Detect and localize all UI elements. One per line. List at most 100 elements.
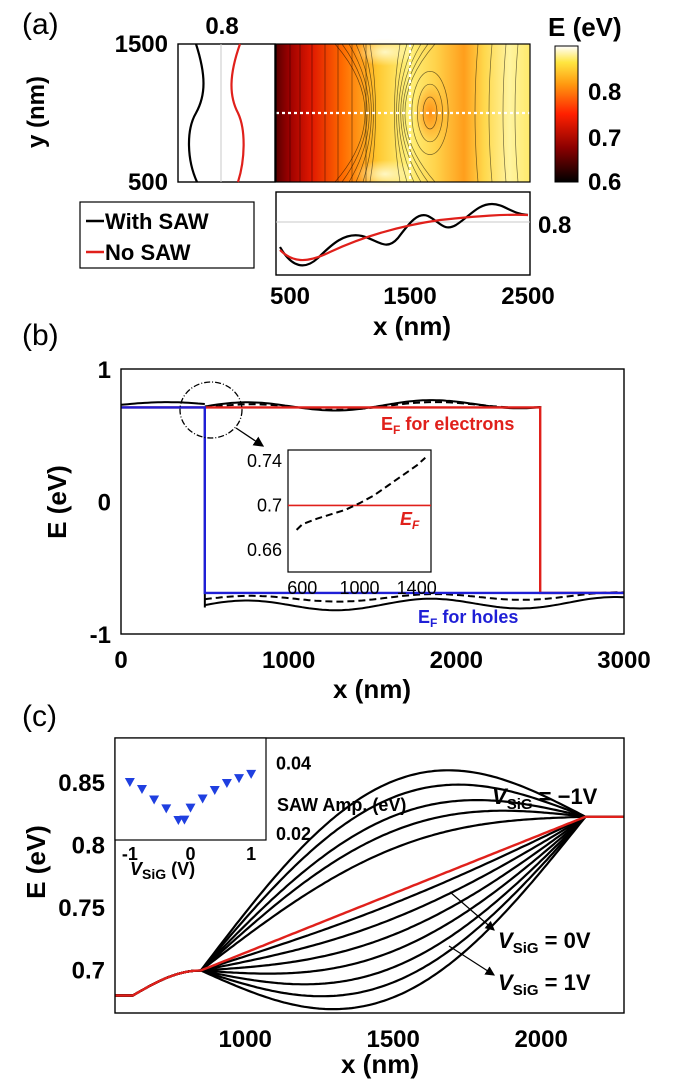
b-ytick: -1	[90, 622, 111, 649]
c-inset-marker	[246, 769, 257, 779]
a-bottom-profile-with-saw	[279, 202, 529, 267]
c-label-vsig-1: VSiG = 1V	[498, 970, 591, 999]
b-zoom-circle	[179, 381, 243, 439]
panel-label-c: (c)	[22, 700, 57, 733]
b-xtick: 2000	[430, 647, 483, 674]
c-arrow-vsig-1	[448, 945, 496, 976]
b-y-tick-labels: 1 0 -1	[90, 357, 111, 649]
a-colorbar	[554, 45, 579, 183]
panel-label-b: (b)	[22, 319, 59, 352]
c-xlabel: x (nm)	[341, 1049, 419, 1079]
b-xtick: 1000	[262, 647, 315, 674]
b-inset-xtick: 1400	[397, 578, 437, 598]
c-inset-marker	[149, 795, 160, 805]
c-inset-xlabel: VSiG (V)	[130, 859, 195, 882]
a-heatmap-hotspot	[414, 83, 446, 143]
a-colorbar-tick-0.6: 0.6	[588, 169, 621, 196]
a-left-profile-tick: 0.8	[205, 13, 238, 40]
c-ylabel: E (eV)	[21, 825, 51, 899]
b-ytick: 0	[98, 490, 111, 517]
c-inset-marker	[234, 774, 245, 784]
c-ytick: 0.75	[58, 895, 105, 922]
c-inset-marker	[124, 777, 135, 787]
c-inset-xtick: 0	[185, 844, 195, 864]
a-contour	[417, 83, 443, 143]
c-frame	[114, 737, 625, 1014]
a-contour	[502, 43, 507, 183]
c-inset-xtick: -1	[122, 844, 138, 864]
b-inset-ytick: 0.74	[247, 451, 282, 471]
c-inset-ytick: 0.02	[276, 824, 311, 844]
b-band-left	[120, 401, 205, 406]
panel-a: y (nm) 1500 500 0.8 E (eV) 0.8 0.7 0.6 W…	[23, 12, 622, 341]
b-inset-xtick: 1000	[339, 578, 379, 598]
c-label-vsig-0: VSiG = 0V	[498, 928, 591, 957]
c-ytick: 0.85	[58, 770, 105, 797]
a-bottom-profile-no-saw	[279, 213, 529, 262]
c-no-saw-curve	[115, 815, 624, 997]
c-inset-ytick: 0.04	[276, 754, 311, 774]
b-ylabel: E (eV)	[42, 465, 72, 539]
a-xtick-1500: 1500	[383, 283, 436, 310]
b-valence-band-dashed	[204, 591, 625, 603]
a-ytick-bottom: 500	[128, 169, 168, 196]
c-inset-plot	[124, 769, 257, 825]
c-y-tick-labels: 0.85 0.8 0.75 0.7	[58, 770, 105, 985]
c-plot-area	[115, 769, 624, 1011]
a-contour	[411, 71, 449, 155]
b-frame	[120, 368, 625, 635]
c-ytick: 0.8	[72, 832, 105, 859]
c-arrow-vsig-0	[449, 891, 495, 931]
a-contour	[369, 43, 376, 183]
a-contour	[394, 43, 401, 183]
c-xtick: 1500	[366, 1026, 419, 1053]
a-contour	[400, 43, 422, 183]
b-inset-frame	[287, 449, 432, 573]
a-heatmap-light-bottom	[355, 160, 415, 188]
a-contour	[404, 43, 436, 183]
c-xtick: 2000	[514, 1026, 567, 1053]
b-inset-plot	[288, 457, 431, 531]
a-left-profile-frame	[177, 43, 276, 183]
a-ylabel: y (nm)	[23, 76, 50, 148]
c-inset-marker	[221, 779, 232, 789]
b-inset-xtick: 600	[287, 578, 317, 598]
c-xtick: 1000	[219, 1026, 272, 1053]
b-inset-ytick: 0.7	[257, 495, 282, 515]
b-inset-ef-label: EF	[400, 509, 420, 532]
c-inset-marker	[197, 794, 208, 804]
c-inset-marker	[209, 786, 220, 796]
a-bottom-profile-tick: 0.8	[538, 212, 571, 239]
b-holes-label: EF for holes	[418, 607, 518, 630]
b-electrons-label: EF for electrons	[381, 414, 514, 437]
a-legend-frame	[79, 201, 255, 269]
c-ytick: 0.7	[72, 957, 105, 984]
a-legend: With SAW No SAW	[79, 201, 255, 269]
a-bottom-profile-frame	[275, 191, 531, 276]
b-valence-band-saw	[204, 596, 625, 612]
a-legend-no-saw: No SAW	[105, 240, 191, 265]
b-xlabel: x (nm)	[333, 674, 411, 704]
c-inset-marker	[185, 803, 196, 813]
c-inset-marker	[161, 804, 172, 814]
b-plot-area	[120, 399, 625, 612]
a-ytick-top: 1500	[115, 31, 168, 58]
a-contour	[334, 43, 366, 183]
a-colorbar-title: E (eV)	[548, 12, 622, 42]
a-left-profile-no-saw	[230, 43, 245, 183]
a-contour	[355, 43, 372, 183]
c-inset-marker	[136, 785, 147, 794]
a-contour	[514, 43, 519, 183]
b-xtick: 0	[114, 647, 127, 674]
b-xtick: 3000	[597, 647, 650, 674]
b-ytick: 1	[98, 357, 111, 384]
c-inset-frame	[114, 737, 267, 841]
a-xtick-2500: 2500	[501, 283, 554, 310]
c-label-vsig-minus1: VSiG = −1V	[492, 784, 598, 813]
a-heatmap-light-top	[355, 38, 415, 66]
c-inset-xtick: 1	[246, 844, 256, 864]
c-inset-tick-labels: 0.04 0.02 -1 0 1	[122, 754, 311, 864]
b-inset-dashed-curve	[295, 457, 426, 531]
